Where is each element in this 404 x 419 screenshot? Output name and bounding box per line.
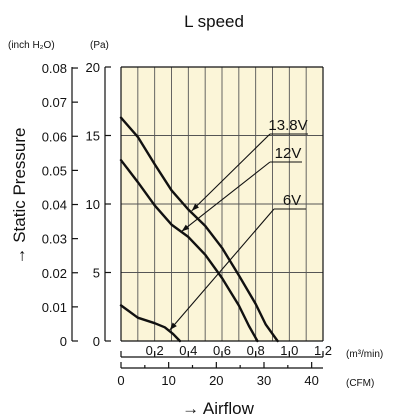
x2-tick-label: 20 <box>209 373 223 388</box>
y-tick-label: 0 <box>93 334 100 349</box>
y2-tick-label: 0.04 <box>42 198 67 213</box>
x2-tick-label: 0 <box>117 373 124 388</box>
y-tick-label: 5 <box>93 266 100 281</box>
x-unit-primary: (m³/min) <box>346 349 383 360</box>
y-axis-label: → Static Pressure <box>10 128 29 265</box>
y-unit-primary: (Pa) <box>90 40 109 51</box>
x-tick-label: 1.2 <box>314 343 332 358</box>
y2-tick-label: 0.01 <box>42 300 67 315</box>
leader-line-12v <box>181 161 271 232</box>
leader-arrowhead-6v <box>169 322 177 331</box>
curve-6v <box>119 304 182 343</box>
leader-line-13-8v <box>191 133 271 212</box>
chart-title: L speed <box>184 12 244 31</box>
x-tick-label: 1.0 <box>280 343 298 358</box>
series-group <box>119 116 279 343</box>
y-tick-label: 10 <box>86 197 100 212</box>
y2-tick-label: 0.02 <box>42 266 67 281</box>
x2-tick-label: 10 <box>161 373 175 388</box>
x-axis-label: → Airflow <box>182 399 255 418</box>
y-tick-label: 20 <box>86 60 100 75</box>
x-tick-label: 0.8 <box>247 343 265 358</box>
y2-tick-label: 0 <box>60 334 67 349</box>
ticks: 0 5 10 15 20 0 0.01 0.02 0.03 0.04 0.05 0.06 0.07 0.0… <box>42 60 332 388</box>
x-tick-label: 0.2 <box>146 343 164 358</box>
y2-tick-label: 0.07 <box>42 95 67 110</box>
leader-lines: 13.8V 12V 6V <box>169 117 308 331</box>
series-label-6v: 6V <box>283 192 301 209</box>
x-tick-label: 0.4 <box>179 343 197 358</box>
x2-tick-label: 40 <box>304 373 318 388</box>
x-unit-secondary: (CFM) <box>346 378 374 389</box>
x2-tick-label: 30 <box>257 373 271 388</box>
leader-arrowhead-13-8v <box>191 203 199 211</box>
leader-arrowhead-12v <box>181 224 190 232</box>
y-tick-label: 15 <box>86 129 100 144</box>
series-label-13-8v: 13.8V <box>268 117 307 134</box>
y2-tick-label: 0.08 <box>42 61 67 76</box>
y2-tick-label: 0.05 <box>42 163 67 178</box>
y2-tick-label: 0.03 <box>42 232 67 247</box>
x-tick-label: 0.6 <box>213 343 231 358</box>
series-label-12v: 12V <box>275 145 302 162</box>
y2-tick-label: 0.06 <box>42 129 67 144</box>
leader-line-6v <box>169 208 275 331</box>
y-unit-secondary: (inch H₂O) <box>8 40 55 51</box>
curve-13-8v <box>119 116 279 343</box>
curve-12v <box>119 158 259 343</box>
